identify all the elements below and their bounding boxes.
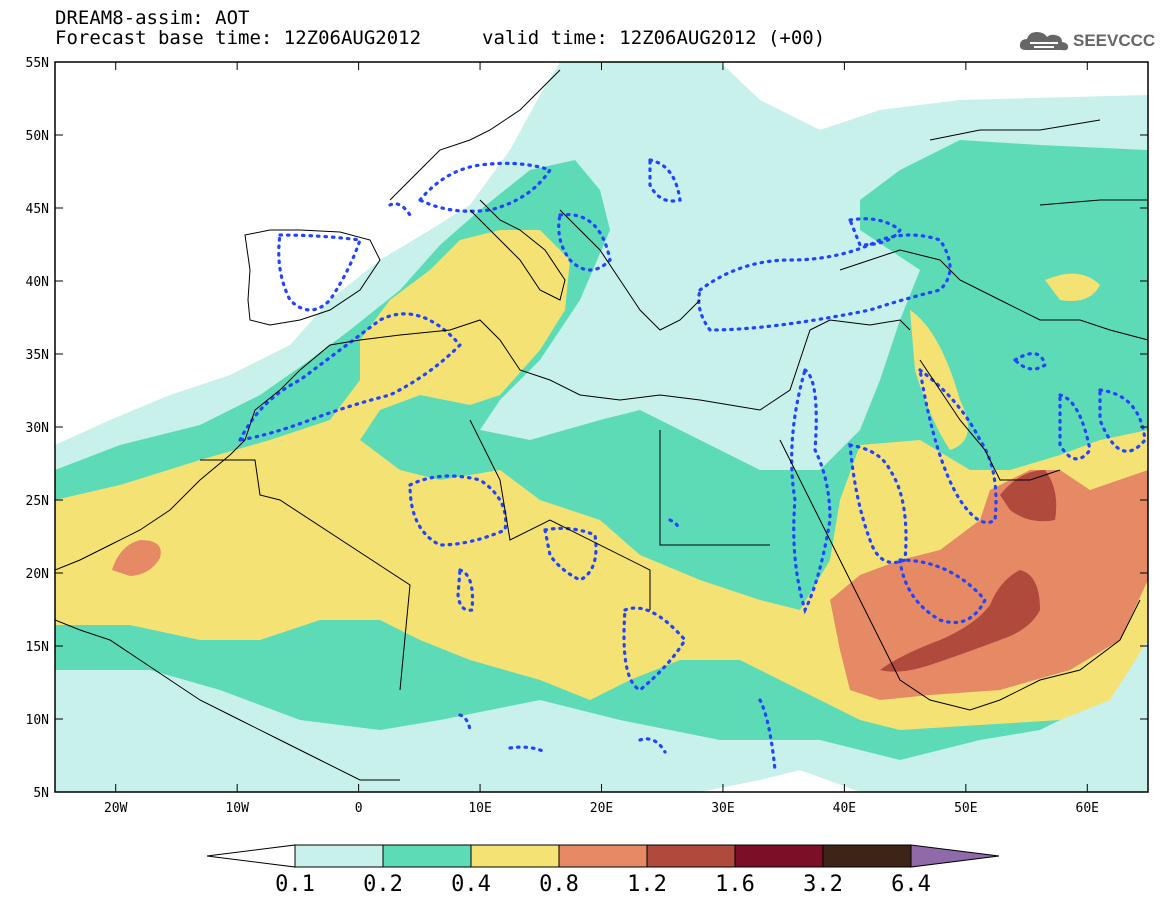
lon-tick-label: 10E	[468, 801, 491, 816]
aot-band-1.2-oman	[1000, 470, 1057, 522]
lon-tick-label: 10W	[225, 801, 249, 816]
lat-tick-label: 50N	[26, 129, 49, 144]
colorbar-label: 6.4	[891, 872, 931, 897]
aot-band-1.2	[880, 570, 1040, 672]
lat-tick-label: 5N	[33, 786, 49, 801]
lat-tick-label: 55N	[26, 56, 49, 71]
aot-band-0.8-west	[112, 540, 161, 576]
colorbar: 0.1 0.2 0.4 0.8 1.2 1.6 3.2 6.4	[206, 844, 1000, 897]
lon-tick-label: 30E	[711, 801, 734, 816]
lon-tick-label: 40E	[833, 801, 856, 816]
aot-band-0.4-iran	[1045, 273, 1100, 301]
colorbar-label: 0.2	[363, 872, 403, 897]
latitude-axis: 55N 50N 45N 40N 35N 30N 25N 20N 15N 10N 5N	[26, 56, 1148, 801]
lat-tick-label: 35N	[26, 348, 49, 363]
lat-tick-label: 45N	[26, 202, 49, 217]
lat-tick-label: 30N	[26, 421, 49, 436]
lat-tick-label: 25N	[26, 494, 49, 509]
seevccc-logo: SEEVCCC	[1018, 26, 1155, 56]
colorbar-label: 1.2	[627, 872, 667, 897]
colorbar-label: 3.2	[803, 872, 843, 897]
colorbar-label: 1.6	[715, 872, 755, 897]
colorbar-label: 0.1	[275, 872, 315, 897]
logo-text: SEEVCCC	[1073, 31, 1156, 50]
lon-tick-label: 20E	[590, 801, 613, 816]
colorbar-segment	[470, 844, 560, 868]
cloud-icon	[1019, 32, 1069, 51]
colorbar-max-arrow	[910, 844, 1000, 868]
lon-tick-label: 50E	[954, 801, 977, 816]
aot-field	[55, 62, 1148, 792]
coastlines	[55, 69, 1148, 781]
colorbar-label: 0.8	[539, 872, 579, 897]
dotted-contours	[237, 158, 1147, 772]
lat-tick-label: 40N	[26, 275, 49, 290]
lon-tick-label: 60E	[1076, 801, 1099, 816]
lon-tick-label: 0	[355, 801, 363, 816]
colorbar-segment	[646, 844, 736, 868]
colorbar-min-arrow	[206, 844, 296, 868]
aot-band-0.8	[830, 470, 1148, 700]
aot-band-0.4-gulf	[910, 310, 968, 450]
map-title: DREAM8-assim: AOT	[55, 7, 250, 29]
colorbar-segment	[294, 844, 384, 868]
colorbar-segment	[734, 844, 824, 868]
lon-tick-label: 20W	[104, 801, 128, 816]
forecast-base-time: Forecast base time: 12Z06AUG2012	[55, 27, 422, 49]
valid-time: valid time: 12Z06AUG2012 (+00)	[482, 27, 826, 49]
longitude-axis: 20W 10W 0 10E 20E 30E 40E 50E 60E	[104, 62, 1099, 816]
colorbar-segment	[558, 844, 648, 868]
colorbar-segment	[822, 844, 912, 868]
lat-tick-label: 20N	[26, 567, 49, 582]
lat-tick-label: 10N	[26, 713, 49, 728]
colorbar-label: 0.4	[451, 872, 491, 897]
lat-tick-label: 15N	[26, 640, 49, 655]
colorbar-segment	[382, 844, 472, 868]
